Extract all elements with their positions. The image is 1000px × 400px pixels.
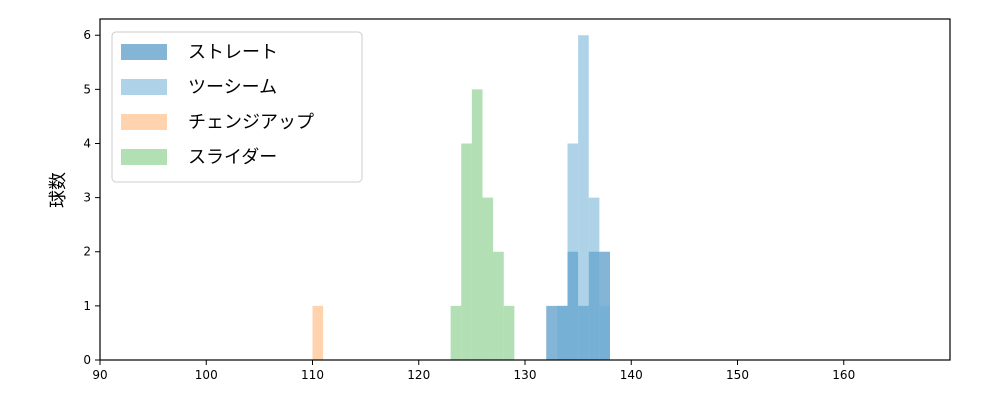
x-tick-label-7: 160	[832, 368, 855, 382]
y-tick-label-4: 4	[83, 136, 91, 150]
bar-series-1-bin-1	[567, 143, 579, 360]
legend-label-2: チェンジアップ	[188, 112, 314, 133]
x-tick-label-3: 120	[407, 368, 430, 382]
bar-series-3-bin-0	[450, 305, 462, 360]
bar-series-1-bin-2	[578, 35, 589, 360]
legend-swatch-1	[121, 79, 167, 95]
y-tick-label-3: 3	[83, 191, 91, 205]
bar-series-1-bin-0	[556, 305, 568, 360]
legend-swatch-0	[121, 44, 167, 60]
y-axis-label: 球数	[48, 172, 69, 208]
y-axis: 0 1 2 3 4 5 6	[83, 28, 100, 367]
y-tick-label-6: 6	[83, 28, 91, 42]
x-tick-label-6: 150	[726, 368, 749, 382]
x-axis: 90 100 110 120 130 140 150 160	[92, 360, 855, 382]
legend-label-0: ストレート	[188, 42, 278, 63]
x-tick-label-4: 130	[514, 368, 537, 382]
bar-series-0-bin-0	[546, 305, 557, 360]
legend-label-1: ツーシーム	[188, 77, 277, 98]
y-tick-label-2: 2	[83, 245, 91, 259]
bar-series-3-bin-5	[503, 305, 515, 360]
y-tick-label-0: 0	[83, 353, 91, 367]
x-tick-label-0: 90	[92, 368, 107, 382]
x-tick-label-2: 110	[301, 368, 324, 382]
bar-series-1-bin-3	[588, 197, 600, 360]
x-tick-label-1: 100	[195, 368, 218, 382]
legend-swatch-2	[121, 114, 167, 130]
bar-series-3-bin-3	[482, 197, 494, 360]
y-tick-label-5: 5	[83, 82, 91, 96]
bar-series-3-bin-2	[471, 89, 483, 360]
bar-series-1-bin-4	[599, 305, 610, 360]
legend-label-3: スライダー	[188, 147, 277, 168]
legend-box	[111, 31, 363, 183]
bars-layer	[312, 35, 610, 360]
legend-swatch-3	[121, 149, 167, 165]
bar-series-3-bin-1	[461, 143, 472, 360]
x-tick-label-5: 140	[620, 368, 643, 382]
y-tick-label-1: 1	[83, 299, 91, 313]
bar-series-2-bin-0	[312, 305, 324, 360]
bar-series-3-bin-4	[493, 251, 504, 360]
